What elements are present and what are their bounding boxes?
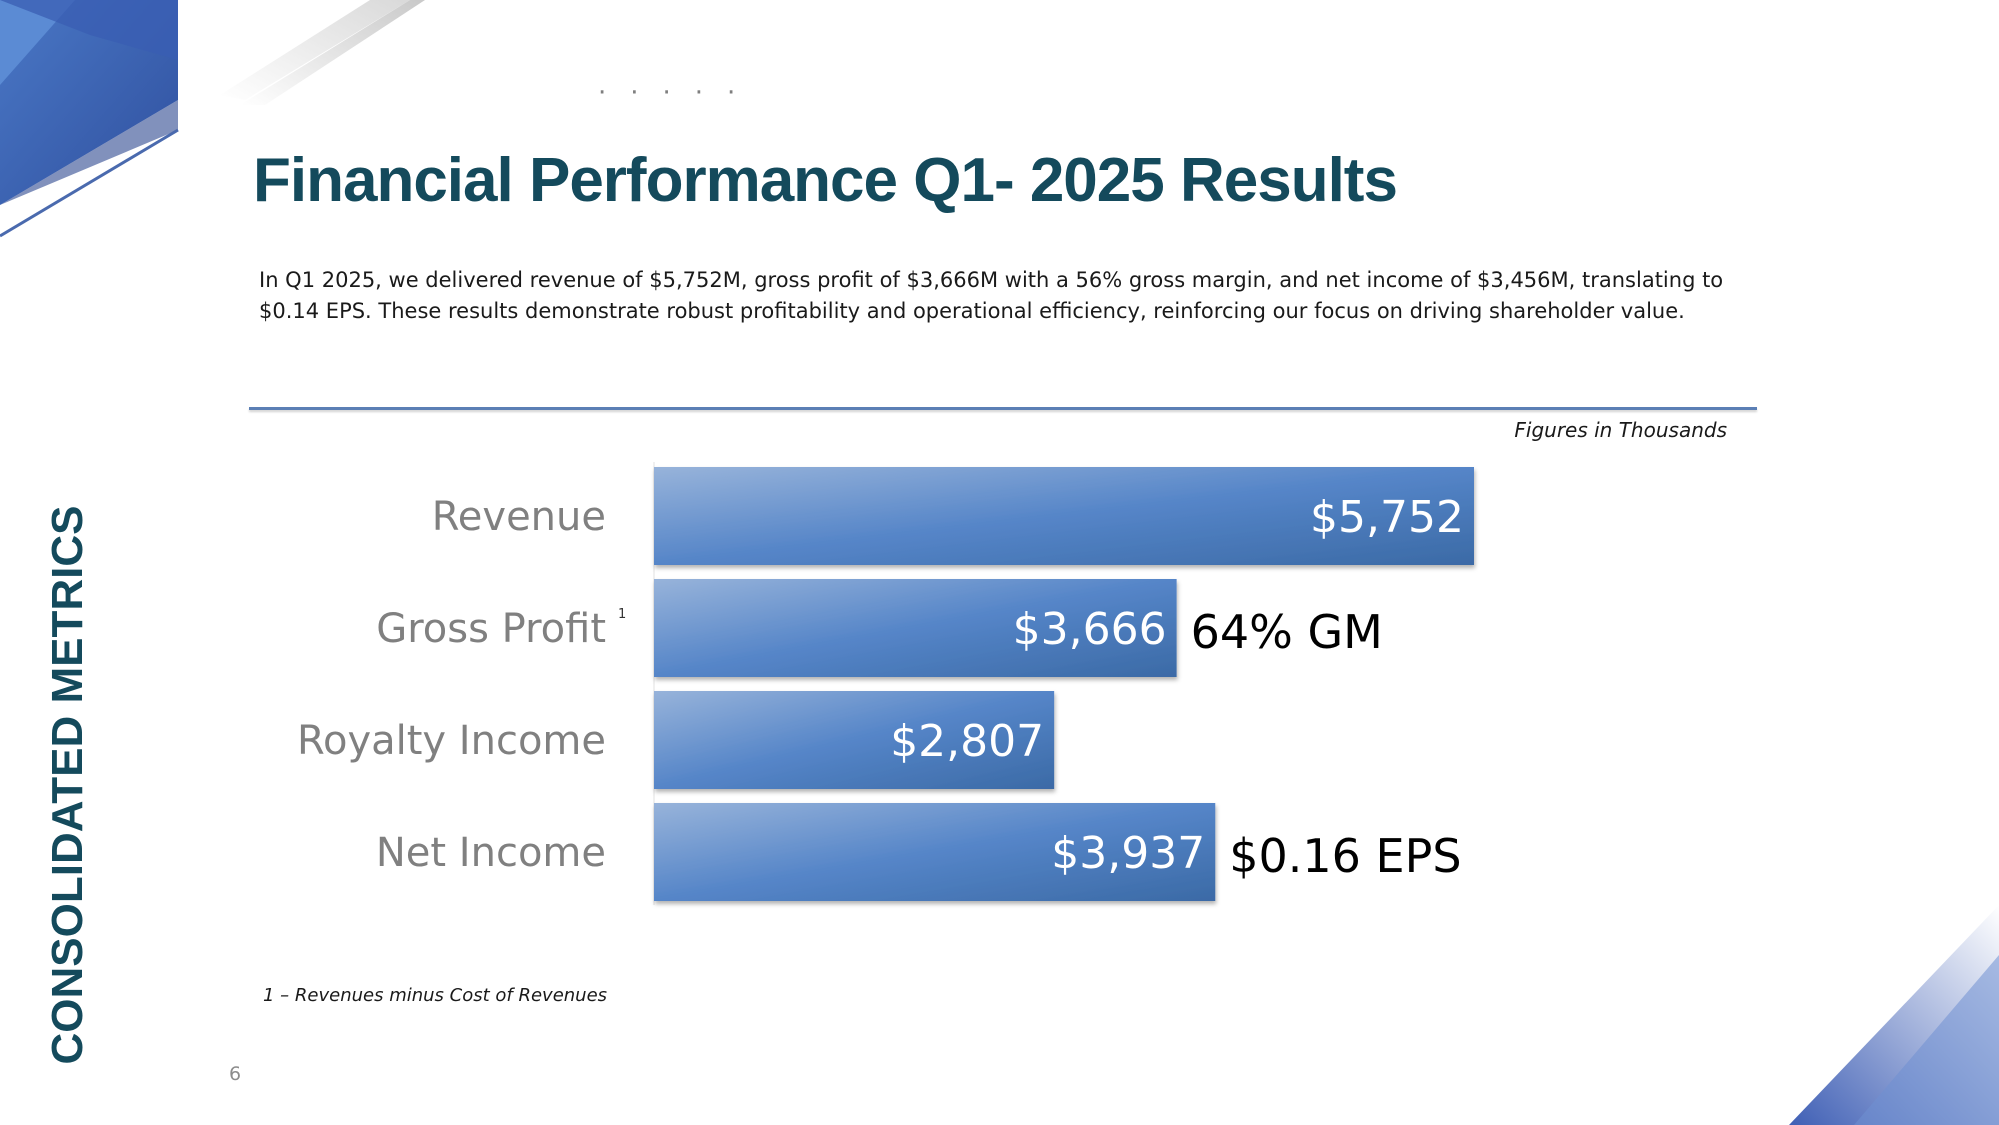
footnote: 1 – Revenues minus Cost of Revenues bbox=[263, 985, 608, 1006]
bar-revenue bbox=[654, 467, 1474, 565]
corner-decoration-top-left bbox=[0, 0, 179, 238]
category-label: Net Income bbox=[376, 830, 606, 876]
summary-paragraph: In Q1 2025, we delivered revenue of $5,7… bbox=[259, 268, 1724, 323]
annotation-label: $0.16 EPS bbox=[1229, 829, 1461, 883]
bar-gross-profit bbox=[654, 579, 1177, 677]
figures-note: Figures in Thousands bbox=[1514, 418, 1727, 442]
corner-decoration-bottom-right bbox=[1789, 905, 1999, 1125]
page-number: 6 bbox=[229, 1063, 242, 1085]
divider-line bbox=[249, 407, 1757, 410]
chart-marks: Revenue $5,752 Gross Profit 1 $3,666 64% GM Ro… bbox=[297, 467, 1474, 901]
bar-royalty-income bbox=[654, 691, 1055, 789]
corner-decoration-grey-stripe bbox=[220, 0, 425, 105]
data-label: $2,807 bbox=[890, 716, 1044, 767]
category-superscript: 1 bbox=[618, 607, 626, 622]
annotation-label: 64% GM bbox=[1191, 605, 1383, 659]
data-label: $3,937 bbox=[1051, 828, 1205, 879]
data-label: $5,752 bbox=[1310, 492, 1464, 543]
decorative-dots: ····· bbox=[598, 78, 760, 108]
category-label: Royalty Income bbox=[297, 718, 606, 764]
page-title: Financial Performance Q1- 2025 Results bbox=[253, 146, 1398, 215]
category-label: Gross Profit bbox=[376, 606, 606, 652]
bar-net-income bbox=[654, 803, 1216, 901]
category-label: Revenue bbox=[432, 494, 606, 540]
data-label: $3,666 bbox=[1013, 604, 1167, 655]
